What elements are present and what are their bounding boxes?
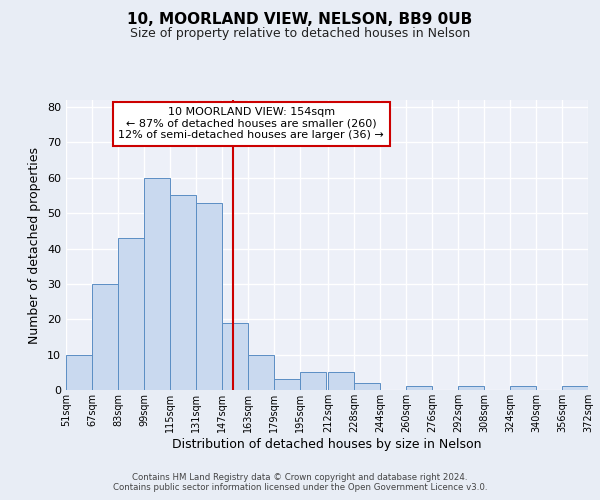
Bar — [562, 386, 588, 390]
Text: 10 MOORLAND VIEW: 154sqm
← 87% of detached houses are smaller (260)
12% of semi-: 10 MOORLAND VIEW: 154sqm ← 87% of detach… — [118, 108, 384, 140]
Bar — [92, 284, 118, 390]
Bar — [300, 372, 326, 390]
Text: 10, MOORLAND VIEW, NELSON, BB9 0UB: 10, MOORLAND VIEW, NELSON, BB9 0UB — [127, 12, 473, 28]
Bar — [196, 202, 222, 390]
Bar — [66, 354, 92, 390]
Bar — [144, 178, 170, 390]
Y-axis label: Number of detached properties: Number of detached properties — [28, 146, 41, 344]
Bar — [274, 380, 300, 390]
Bar — [510, 386, 536, 390]
Bar — [248, 354, 274, 390]
Bar — [458, 386, 484, 390]
Bar — [354, 383, 380, 390]
X-axis label: Distribution of detached houses by size in Nelson: Distribution of detached houses by size … — [172, 438, 482, 450]
Text: Size of property relative to detached houses in Nelson: Size of property relative to detached ho… — [130, 28, 470, 40]
Text: Contains HM Land Registry data © Crown copyright and database right 2024.: Contains HM Land Registry data © Crown c… — [132, 472, 468, 482]
Bar — [118, 238, 144, 390]
Bar — [222, 323, 248, 390]
Bar — [328, 372, 354, 390]
Bar — [406, 386, 432, 390]
Text: Contains public sector information licensed under the Open Government Licence v3: Contains public sector information licen… — [113, 484, 487, 492]
Bar — [170, 196, 196, 390]
